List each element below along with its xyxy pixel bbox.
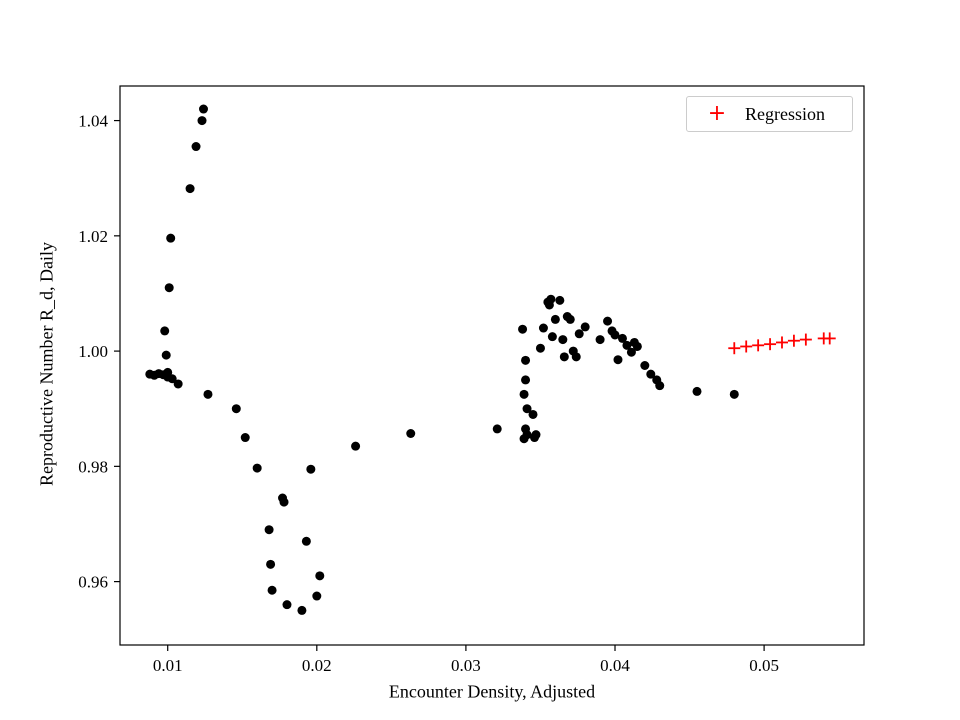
scatter-point	[312, 591, 322, 601]
scatter-point	[406, 429, 416, 439]
y-axis-label: Reproductive Number R_d, Daily	[36, 242, 57, 486]
scatter-point	[306, 464, 316, 474]
scatter-point	[528, 409, 538, 419]
scatter-point	[574, 329, 584, 339]
scatter-point	[559, 352, 569, 362]
scatter-point	[613, 355, 623, 365]
scatter-point	[521, 355, 531, 365]
scatter-point	[522, 404, 532, 414]
scatter-point	[610, 330, 620, 340]
scatter-point	[729, 389, 739, 399]
scatter-point	[164, 283, 174, 293]
scatter-point	[197, 116, 207, 126]
scatter-point	[173, 379, 183, 389]
y-tick-label: 1.02	[78, 227, 108, 246]
scatter-point	[626, 347, 636, 357]
scatter-point	[161, 350, 171, 360]
scatter-point	[282, 600, 292, 610]
scatter-point	[640, 361, 650, 370]
scatter-point	[692, 386, 702, 396]
y-tick-label: 0.96	[78, 573, 108, 592]
x-tick-label: 0.01	[153, 656, 183, 675]
scatter-point	[565, 314, 575, 324]
scatter-point	[185, 184, 195, 194]
scatter-point	[297, 605, 307, 615]
scatter-point	[266, 559, 276, 569]
scatter-point	[166, 233, 176, 243]
scatter-point	[617, 333, 627, 343]
legend: + Regression	[686, 96, 853, 132]
scatter-point	[492, 424, 502, 434]
scatter-point	[198, 104, 208, 114]
x-tick-label: 0.05	[749, 656, 779, 675]
scatter-point	[538, 323, 548, 333]
scatter-point	[558, 335, 568, 345]
scatter-point	[315, 571, 325, 581]
scatter-point	[580, 322, 590, 332]
scatter-point	[571, 352, 581, 362]
scatter-point	[535, 343, 545, 353]
scatter-point	[550, 314, 560, 324]
x-tick-label: 0.02	[302, 656, 332, 675]
y-tick-label: 1.00	[78, 342, 108, 361]
scatter-point	[252, 463, 262, 473]
scatter-point	[301, 536, 311, 546]
legend-plus-icon: +	[707, 101, 727, 126]
scatter-point	[203, 389, 213, 399]
scatter-point	[191, 142, 201, 152]
scatter-point	[267, 585, 277, 595]
scatter-point	[595, 335, 605, 345]
scatter-point	[279, 497, 289, 507]
scatter-point	[519, 389, 529, 399]
y-tick-label: 0.98	[78, 457, 108, 476]
x-axis-label: Encounter Density, Adjusted	[388, 681, 596, 702]
scatter-point	[519, 434, 529, 444]
scatter-point	[555, 295, 565, 305]
scatter-point	[632, 341, 642, 351]
scatter-point	[240, 433, 250, 443]
scatter-point	[547, 332, 557, 342]
scatter-point	[351, 441, 361, 451]
y-tick-label: 1.04	[78, 112, 108, 131]
scatter-point	[521, 375, 531, 385]
scatter-point	[264, 525, 274, 535]
scatter-point	[518, 324, 528, 334]
x-tick-label: 0.04	[600, 656, 630, 675]
scatter-point	[622, 340, 632, 350]
scatter-point	[546, 294, 556, 304]
scatter-point	[603, 316, 613, 326]
legend-label: Regression	[745, 103, 825, 124]
scatter-point	[655, 381, 665, 391]
scatter-point	[531, 430, 541, 440]
scatter-point	[231, 404, 241, 414]
x-tick-label: 0.03	[451, 656, 481, 675]
scatter-point	[167, 374, 177, 384]
axes-frame	[119, 85, 865, 646]
scatter-point	[160, 326, 170, 336]
scatter-point	[646, 369, 656, 379]
